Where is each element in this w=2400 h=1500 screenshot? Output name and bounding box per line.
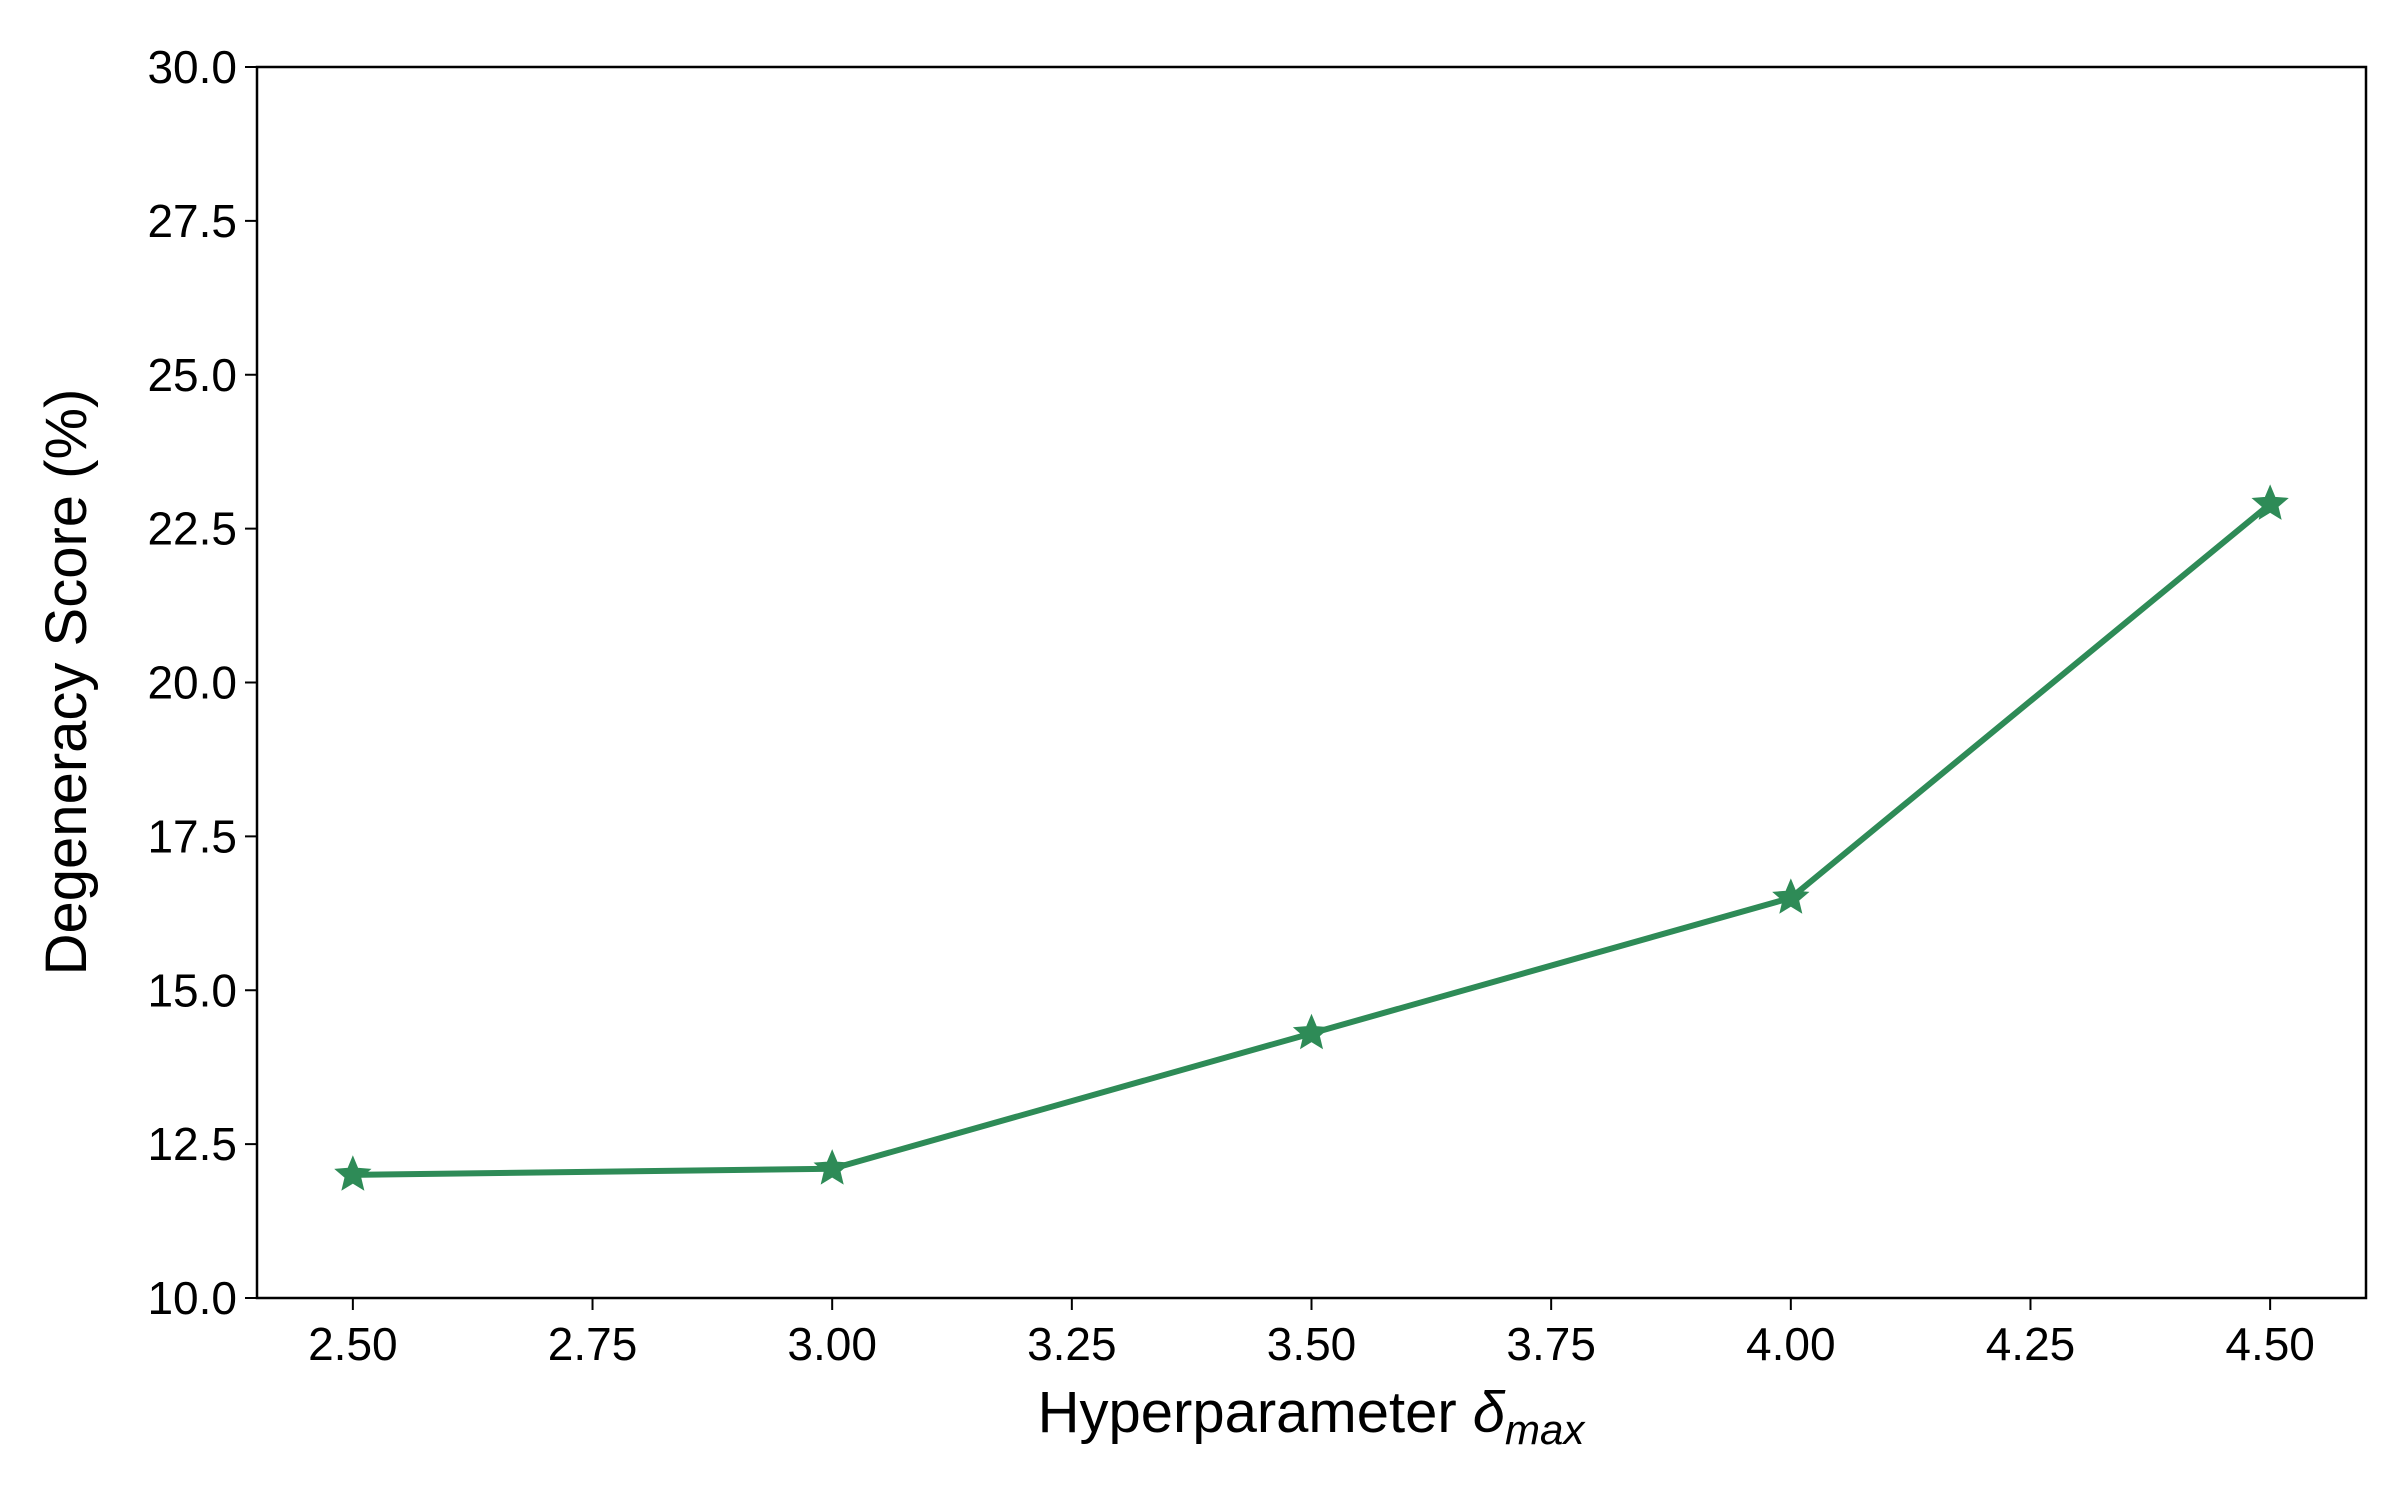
x-tick-label: 3.50	[1267, 1318, 1357, 1370]
x-axis-label: Hyperparameter δmax	[1038, 1380, 1587, 1453]
x-label-text: Hyperparameter	[1038, 1380, 1457, 1445]
x-label-symbol: δ	[1473, 1380, 1506, 1445]
line	[352, 501, 2273, 1178]
y-tick-label: 10.0	[147, 1272, 237, 1324]
y-tick-label: 15.0	[147, 964, 237, 1016]
marker	[1772, 878, 1810, 914]
x-tick-label: 3.25	[1027, 1318, 1117, 1370]
y-tick-label: 20.0	[147, 657, 237, 709]
y-tick-label: 25.0	[147, 349, 237, 401]
y-tick-label: 27.5	[147, 195, 237, 247]
x-label-subscript: max	[1505, 1406, 1586, 1453]
x-tick-label: 3.00	[787, 1318, 877, 1370]
x-tick-label: 3.75	[1506, 1318, 1596, 1370]
y-tick-label: 22.5	[147, 503, 237, 555]
plot-frame	[255, 65, 2368, 1300]
marker	[1292, 1013, 1331, 1050]
y-tick-label: 17.5	[147, 810, 237, 862]
y-tick-label: 30.0	[147, 41, 237, 93]
marker	[813, 1149, 851, 1185]
y-tick-label: 12.5	[147, 1118, 237, 1170]
y-axis-label: Degeneracy Score (%)	[34, 389, 99, 976]
marker	[2251, 484, 2289, 520]
x-tick-label: 2.75	[548, 1318, 638, 1370]
marker	[334, 1155, 372, 1191]
x-tick-label: 4.50	[2225, 1318, 2315, 1370]
x-tick-label: 2.50	[308, 1318, 398, 1370]
x-tick-label: 4.00	[1746, 1318, 1836, 1370]
x-tick-label: 4.25	[1986, 1318, 2076, 1370]
